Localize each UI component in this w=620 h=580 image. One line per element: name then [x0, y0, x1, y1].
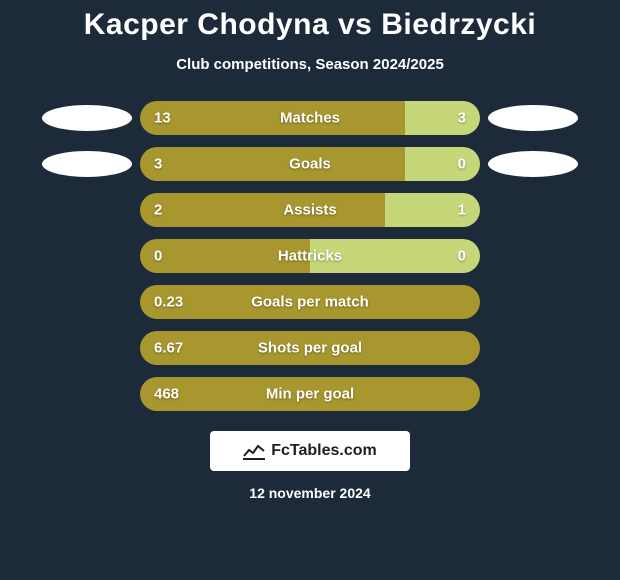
subtitle: Club competitions, Season 2024/2025: [0, 56, 620, 73]
stat-right-value: 0: [458, 156, 466, 173]
player2-badge-ellipse: [488, 105, 578, 131]
stat-bar-right-segment: [405, 147, 480, 181]
stat-bar-right-segment: [405, 101, 480, 135]
stat-bar-left-segment: [140, 147, 405, 181]
infographic-canvas: Kacper Chodyna vs Biedrzycki Club compet…: [0, 0, 620, 580]
stat-bar-left-segment: [140, 193, 385, 227]
stat-left-value: 2: [154, 202, 162, 219]
stat-label: Matches: [280, 110, 340, 127]
stat-label: Assists: [283, 202, 336, 219]
stat-label: Goals: [289, 156, 331, 173]
stat-bar: 468 Min per goal: [140, 377, 480, 411]
comparison-bars: 13 Matches 3 3 Goals 0 2 Assists 1 0 Hattricks 0 0.2…: [30, 101, 590, 411]
vs-separator: vs: [338, 8, 372, 41]
stat-label: Goals per match: [251, 294, 369, 311]
stat-bar: 0 Hattricks 0: [140, 239, 480, 273]
player1-badge-ellipse: [42, 105, 132, 131]
footer-badge: FcTables.com: [210, 431, 410, 471]
player2-badge-ellipse: [488, 151, 578, 177]
stat-bar: 3 Goals 0: [140, 147, 480, 181]
stat-row: 3 Goals 0: [30, 147, 590, 181]
player1-badge-ellipse: [42, 151, 132, 177]
stat-bar-left-segment: [140, 101, 405, 135]
chart-icon: [243, 442, 265, 460]
stat-row: 0.23 Goals per match: [30, 285, 590, 319]
stat-label: Hattricks: [278, 248, 342, 265]
stat-left-value: 6.67: [154, 340, 183, 357]
stat-row: 0 Hattricks 0: [30, 239, 590, 273]
stat-right-value: 0: [458, 248, 466, 265]
stat-left-value: 13: [154, 110, 171, 127]
stat-left-value: 468: [154, 386, 179, 403]
stat-row: 6.67 Shots per goal: [30, 331, 590, 365]
stat-left-value: 3: [154, 156, 162, 173]
stat-row: 468 Min per goal: [30, 377, 590, 411]
stat-bar: 0.23 Goals per match: [140, 285, 480, 319]
stat-label: Shots per goal: [258, 340, 362, 357]
stat-left-value: 0.23: [154, 294, 183, 311]
stat-row: 2 Assists 1: [30, 193, 590, 227]
stat-row: 13 Matches 3: [30, 101, 590, 135]
stat-right-value: 3: [458, 110, 466, 127]
stat-left-value: 0: [154, 248, 162, 265]
player1-name: Kacper Chodyna: [84, 8, 329, 41]
date-label: 12 november 2024: [0, 485, 620, 501]
stat-bar: 6.67 Shots per goal: [140, 331, 480, 365]
stat-label: Min per goal: [266, 386, 354, 403]
brand-label: FcTables.com: [271, 442, 377, 460]
stat-bar: 13 Matches 3: [140, 101, 480, 135]
comparison-title: Kacper Chodyna vs Biedrzycki: [0, 8, 620, 42]
stat-right-value: 1: [458, 202, 466, 219]
stat-bar: 2 Assists 1: [140, 193, 480, 227]
player2-name: Biedrzycki: [381, 8, 536, 41]
